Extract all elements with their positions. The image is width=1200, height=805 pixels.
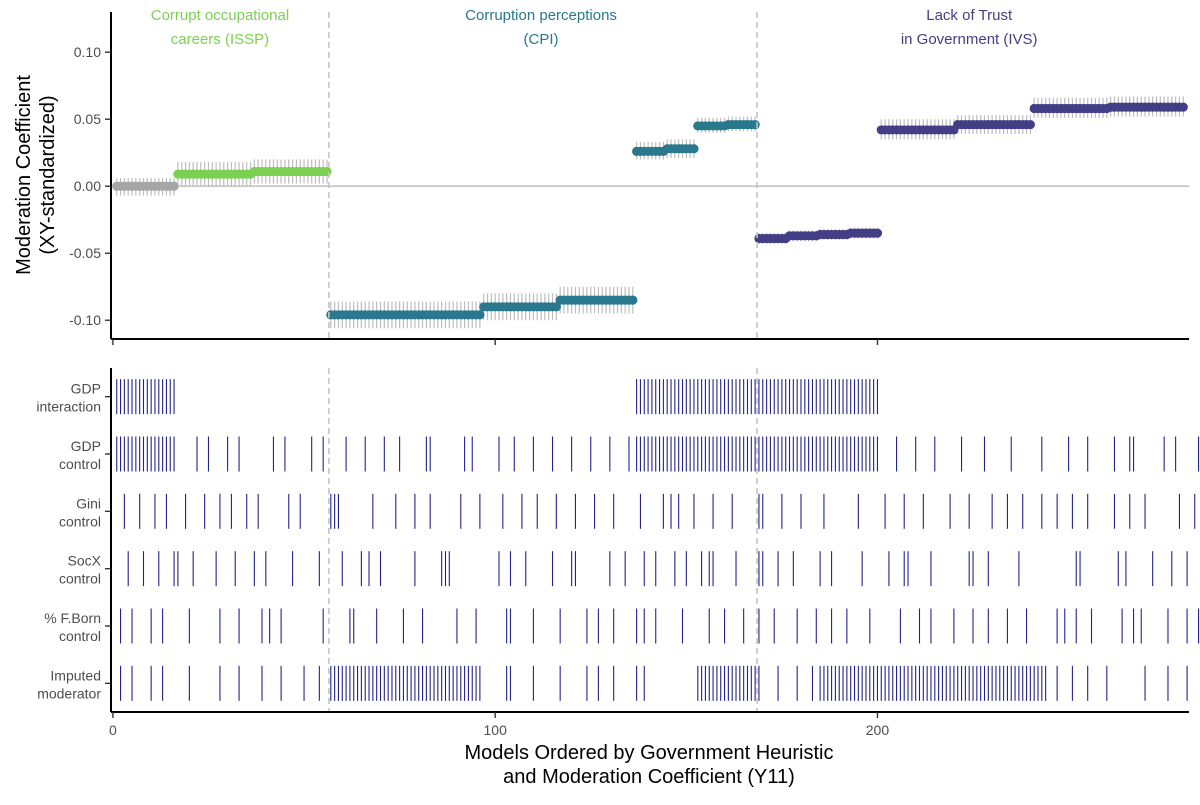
group-label-ivs-line2: in Government (IVS) [901,31,1038,48]
group-label-cpi-line2: (CPI) [524,31,559,48]
coefficient-panel: Corrupt occupational careers (ISSP) Corru… [13,7,1189,345]
group-label-issp-line1: Corrupt occupational [151,7,289,24]
specification-row-label: Imputed moderator [37,667,101,701]
group-label-issp-line2: careers (ISSP) [171,31,269,48]
x-axis-title-line2: and Moderation Coefficient (Y11) [503,766,795,788]
specification-y-axis: GDP interaction GDP control Gini control SocX c… [36,368,112,712]
y-tick-label: -0.05 [69,245,101,261]
group-label-ivs: Lack of Trust in Government (IVS) [901,7,1038,48]
specification-row-label: % F.Born control [44,610,101,644]
specification-row-label-line2: interaction [36,399,101,415]
estimate-point [1178,102,1188,112]
y-axis: 0.10 0.05 0.00 -0.05 -0.10 [69,12,112,339]
confidence-interval-layer [116,96,1184,329]
y-axis-ticks: 0.10 0.05 0.00 -0.05 -0.10 [69,44,111,328]
y-axis-title-line2: (XY-standardized) [37,95,59,254]
specification-tick-layer [116,379,1200,701]
group-label-ivs-line1: Lack of Trust [926,7,1013,24]
estimate-point [1025,119,1035,130]
estimate-point [689,144,699,154]
y-tick-label: -0.10 [69,312,101,328]
estimate-point [169,181,179,191]
specification-row-label: SocX control [59,553,102,587]
estimate-point [475,310,485,320]
estimate-point [322,166,332,177]
x-tick-label: 0 [109,722,117,738]
y-tick-label: 0.10 [74,44,101,60]
specification-divider-layer [328,368,758,712]
x-axis: 0 100 200 [109,711,1189,738]
specification-row-label-line2: moderator [37,685,101,701]
group-label-issp: Corrupt occupational careers (ISSP) [151,7,289,48]
y-tick-label: 0.00 [74,178,101,194]
specification-row-label: GDP interaction [36,381,101,415]
specification-row-label-line2: control [59,513,101,529]
specification-row-label-line1: GDP [71,438,101,454]
estimate-point [750,119,760,130]
top-x-axis [111,338,1189,345]
specification-row-label-line2: control [59,571,101,587]
estimate-point [551,302,561,312]
specification-row-label-line1: Gini [76,495,101,511]
x-axis-title: Models Ordered by Government Heuristic an… [464,742,833,788]
specification-row-label-line2: control [59,456,101,472]
group-divider-layer [328,12,758,339]
group-label-cpi: Corruption perceptions (CPI) [465,7,617,48]
specification-row-label-line1: Imputed [50,667,101,683]
x-tick-label: 100 [484,722,508,738]
specification-panel: GDP interaction GDP control Gini control SocX c… [36,368,1200,788]
x-axis-ticks: 0 100 200 [109,712,889,738]
x-tick-label: 200 [866,722,890,738]
specification-row-label-line1: % F.Born [44,610,101,626]
specification-row-label-line1: GDP [71,381,101,397]
specification-row-labels: GDP interaction GDP control Gini control SocX c… [36,381,111,701]
y-tick-label: 0.05 [74,111,101,127]
estimate-point [872,228,883,238]
y-axis-title-line1: Moderation Coefficient [13,75,35,275]
group-label-layer: Corrupt occupational careers (ISSP) Corru… [151,7,1038,48]
specification-row-label: GDP control [59,438,101,472]
specification-row-label-line1: SocX [68,553,102,569]
specification-row-label-line2: control [59,628,101,644]
y-axis-title: Moderation Coefficient (XY-standardized) [13,75,59,275]
specification-row-label: Gini control [59,495,101,529]
estimate-point [628,295,638,305]
group-label-cpi-line1: Corruption perceptions [465,7,617,24]
top-x-axis-ticks [112,339,879,345]
x-axis-title-line1: Models Ordered by Government Heuristic [464,742,833,764]
estimate-point-layer [112,102,1188,320]
